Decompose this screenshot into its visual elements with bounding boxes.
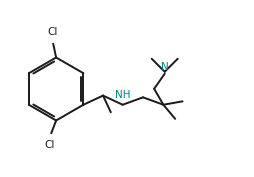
Text: Cl: Cl: [44, 140, 54, 150]
Text: N: N: [161, 62, 169, 72]
Text: NH: NH: [115, 90, 130, 100]
Text: Cl: Cl: [47, 27, 57, 37]
